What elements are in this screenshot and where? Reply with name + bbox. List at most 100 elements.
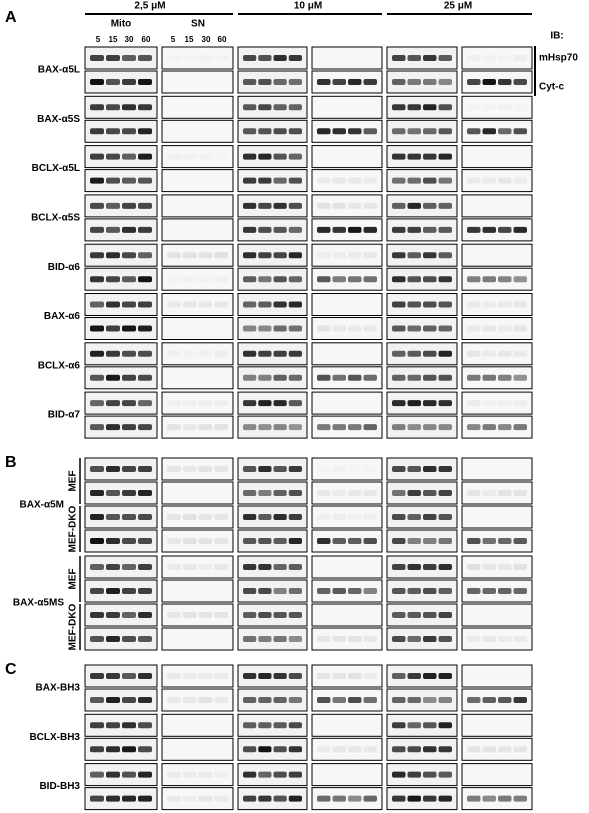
- band: [288, 746, 302, 753]
- blot-box: [161, 579, 234, 603]
- band: [498, 400, 512, 407]
- band: [317, 466, 331, 472]
- band: [214, 771, 228, 778]
- band: [482, 636, 496, 642]
- band: [332, 177, 346, 184]
- band: [122, 301, 136, 308]
- blot-box: [237, 46, 308, 70]
- band: [90, 697, 104, 703]
- band: [317, 697, 331, 703]
- blot-box: [386, 555, 458, 579]
- band: [348, 128, 362, 135]
- band: [423, 325, 437, 332]
- band: [273, 301, 287, 308]
- blot-box: [84, 70, 158, 94]
- band: [214, 538, 228, 544]
- blot-box: [311, 145, 383, 169]
- panel-letter: C: [5, 661, 17, 678]
- blot-box: [461, 787, 533, 811]
- band: [106, 177, 120, 184]
- band: [438, 722, 452, 729]
- band: [392, 588, 406, 594]
- band: [182, 301, 197, 308]
- blot-box: [386, 342, 458, 366]
- band: [167, 564, 181, 570]
- band: [513, 79, 527, 85]
- band: [482, 325, 496, 332]
- band: [243, 636, 257, 642]
- band: [392, 697, 406, 703]
- blot-box: [237, 243, 308, 267]
- band: [122, 771, 136, 778]
- band: [392, 350, 406, 357]
- band: [498, 325, 512, 332]
- blot-box: [84, 243, 158, 267]
- band: [438, 104, 452, 111]
- band: [348, 490, 362, 496]
- band: [243, 325, 257, 332]
- band: [167, 424, 181, 431]
- band: [258, 771, 272, 778]
- band: [392, 636, 406, 642]
- band: [243, 79, 257, 85]
- band: [138, 226, 152, 233]
- blot-box: [84, 218, 158, 242]
- band: [122, 79, 136, 85]
- timepoint: 30: [125, 35, 134, 44]
- blot-box: [461, 243, 533, 267]
- band: [332, 588, 346, 594]
- band: [122, 746, 136, 753]
- band: [90, 202, 104, 209]
- band: [106, 588, 120, 594]
- band: [363, 697, 377, 703]
- band: [243, 490, 257, 496]
- band: [438, 697, 452, 703]
- band: [90, 104, 104, 111]
- band: [438, 538, 452, 544]
- blot-box: [311, 119, 383, 143]
- blot-box: [161, 169, 234, 193]
- band: [138, 252, 152, 259]
- band: [498, 55, 512, 61]
- band: [513, 55, 527, 61]
- band: [317, 673, 331, 679]
- band: [122, 104, 136, 111]
- band: [258, 55, 272, 61]
- band: [90, 350, 104, 357]
- band: [288, 226, 302, 233]
- band: [122, 202, 136, 209]
- band: [467, 746, 481, 753]
- blot-box: [386, 194, 458, 218]
- band: [467, 104, 481, 111]
- band: [498, 301, 512, 308]
- band: [363, 673, 377, 679]
- band: [273, 55, 287, 61]
- band: [348, 588, 362, 594]
- band: [348, 697, 362, 703]
- band: [482, 538, 496, 544]
- band: [258, 252, 272, 259]
- band: [198, 612, 213, 618]
- cell-label: MEF: [68, 568, 79, 589]
- band: [258, 795, 272, 802]
- blot-box: [311, 688, 383, 712]
- blot-box: [311, 737, 383, 761]
- band: [498, 490, 512, 496]
- blot-box: [311, 603, 383, 627]
- band: [106, 795, 120, 802]
- band: [288, 722, 302, 729]
- band: [423, 252, 437, 259]
- band: [273, 538, 287, 544]
- blot-box: [311, 342, 383, 366]
- band: [513, 226, 527, 233]
- band: [363, 538, 377, 544]
- band: [243, 252, 257, 259]
- timepoint: 5: [171, 35, 176, 44]
- band: [258, 673, 272, 679]
- blot-box: [311, 317, 383, 340]
- blot-box: [84, 481, 158, 505]
- band: [332, 673, 346, 679]
- band: [363, 128, 377, 135]
- band: [423, 771, 437, 778]
- blot-box: [461, 481, 533, 505]
